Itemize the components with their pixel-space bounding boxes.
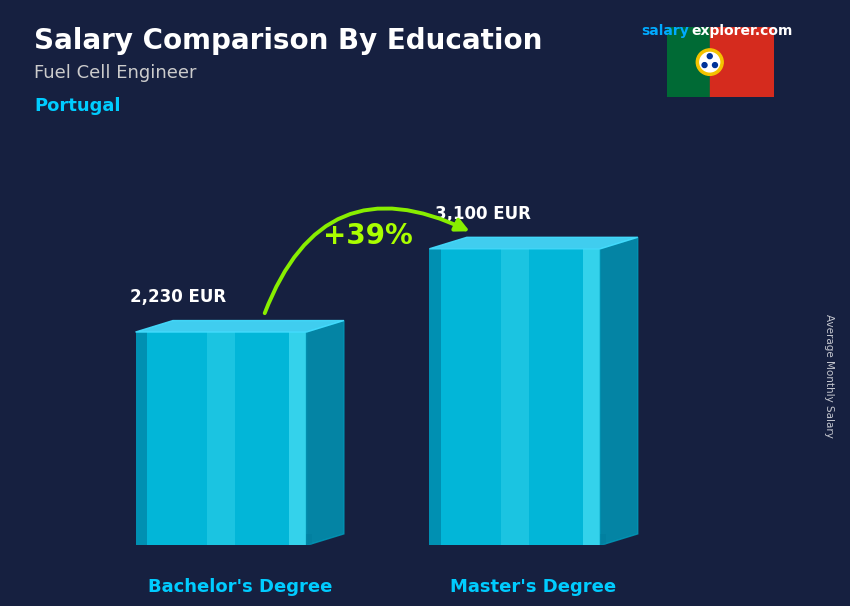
Circle shape bbox=[700, 52, 720, 72]
Text: Bachelor's Degree: Bachelor's Degree bbox=[148, 578, 332, 596]
Bar bbox=[429, 249, 600, 545]
Bar bbox=[135, 332, 307, 545]
Circle shape bbox=[707, 54, 712, 59]
Text: 3,100 EUR: 3,100 EUR bbox=[434, 205, 530, 223]
Bar bbox=[429, 249, 441, 545]
Bar bbox=[583, 249, 600, 545]
Text: Salary Comparison By Education: Salary Comparison By Education bbox=[34, 27, 542, 55]
Text: explorer.com: explorer.com bbox=[691, 24, 792, 38]
Bar bbox=[600, 534, 606, 545]
Text: Fuel Cell Engineer: Fuel Cell Engineer bbox=[34, 64, 196, 82]
Circle shape bbox=[702, 62, 707, 67]
Bar bbox=[135, 332, 148, 545]
Text: 2,230 EUR: 2,230 EUR bbox=[130, 288, 226, 306]
Bar bbox=[667, 27, 710, 97]
Polygon shape bbox=[135, 321, 344, 332]
Polygon shape bbox=[429, 238, 638, 249]
Polygon shape bbox=[600, 238, 638, 545]
Bar bbox=[207, 332, 235, 545]
Bar bbox=[710, 27, 774, 97]
Bar bbox=[502, 249, 529, 545]
Text: salary: salary bbox=[642, 24, 689, 38]
Text: Portugal: Portugal bbox=[34, 97, 121, 115]
Bar bbox=[289, 332, 307, 545]
Circle shape bbox=[696, 49, 723, 75]
Text: +39%: +39% bbox=[323, 222, 413, 250]
Circle shape bbox=[712, 62, 717, 67]
Bar bbox=[307, 534, 312, 545]
Polygon shape bbox=[307, 321, 344, 545]
Text: Average Monthly Salary: Average Monthly Salary bbox=[824, 314, 834, 438]
Text: Master's Degree: Master's Degree bbox=[450, 578, 616, 596]
